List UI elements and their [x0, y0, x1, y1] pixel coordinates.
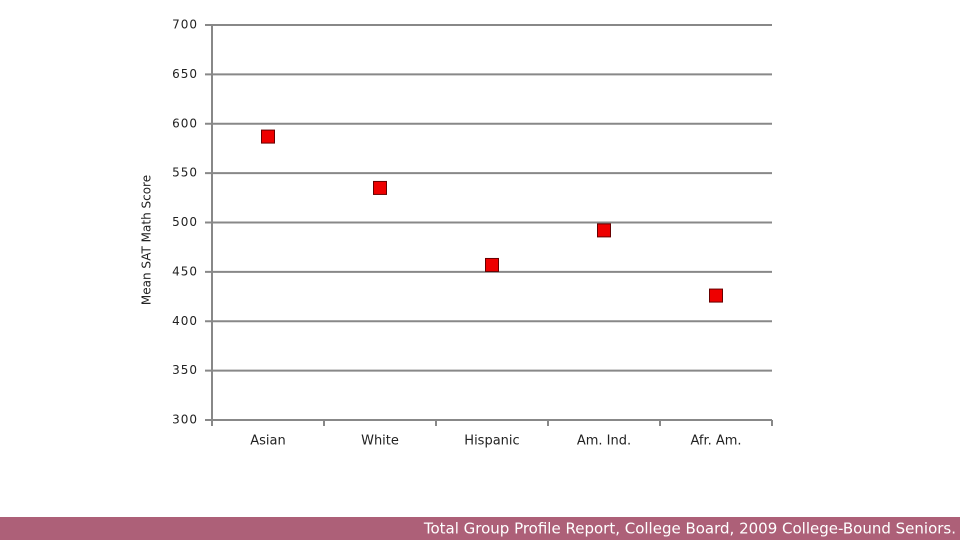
y-tick-label: 450 [172, 264, 198, 278]
source-note: Total Group Profile Report, College Boar… [423, 520, 956, 538]
y-tick-label: 700 [172, 18, 198, 32]
y-tick-label: 550 [172, 166, 198, 180]
y-tick-label: 500 [172, 215, 198, 229]
point [709, 288, 723, 303]
x-tick-label: White [361, 434, 399, 449]
x-tick-label: Am. Ind. [577, 434, 631, 449]
y-tick-label: 650 [172, 67, 198, 81]
y-tick-label: 300 [172, 413, 198, 427]
point [261, 129, 275, 144]
x-tick-label: Hispanic [464, 434, 519, 449]
point [485, 257, 499, 272]
point [597, 223, 611, 238]
y-axis-label: Mean SAT Math Score [140, 175, 154, 305]
y-tick-label: 600 [172, 116, 198, 130]
x-tick-label: Asian [250, 434, 285, 449]
y-tick-label: 400 [172, 314, 198, 328]
footer-band [0, 517, 960, 540]
point [373, 180, 387, 195]
y-tick-label: 350 [172, 363, 198, 377]
x-tick-label: Afr. Am. [690, 434, 741, 449]
